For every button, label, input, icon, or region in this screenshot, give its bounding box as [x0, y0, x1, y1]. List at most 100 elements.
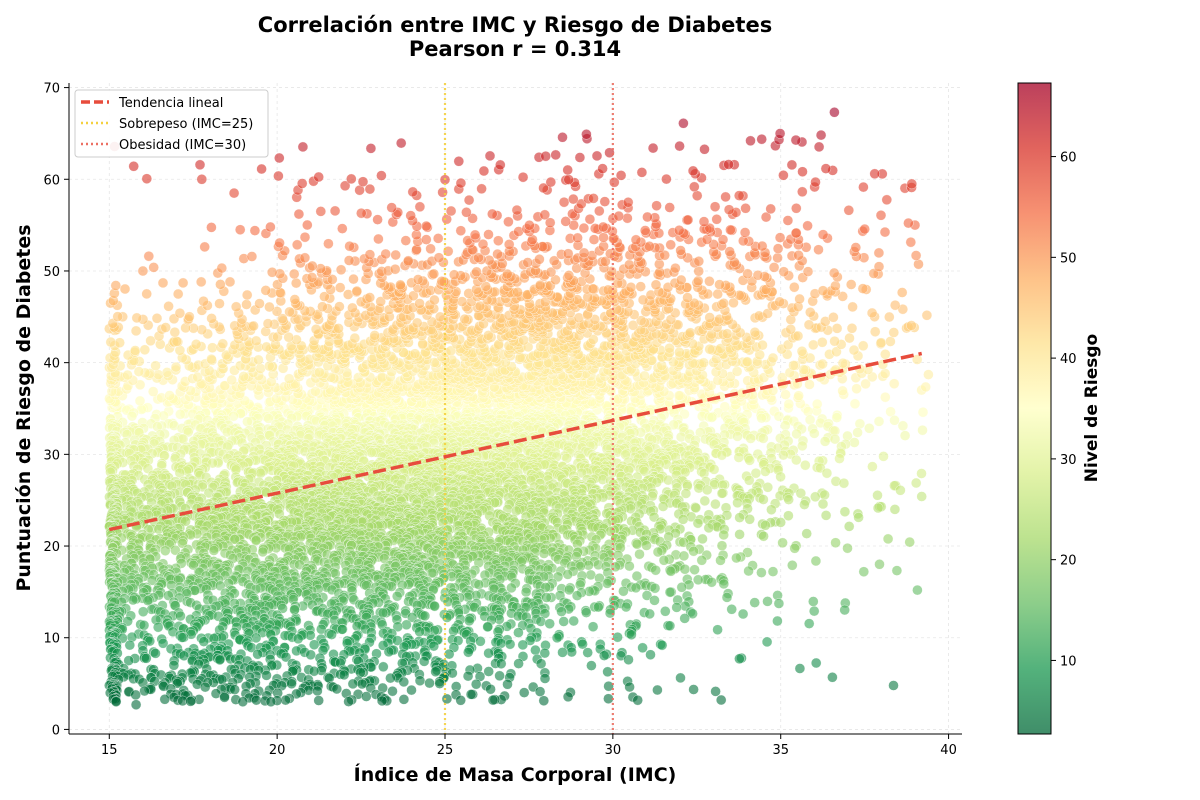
scatter-point — [849, 398, 861, 410]
scatter-point — [897, 420, 909, 432]
scatter-point — [639, 370, 650, 382]
scatter-point — [895, 485, 906, 496]
scatter-point — [857, 340, 869, 352]
scatter-point — [742, 356, 753, 368]
scatter-point — [875, 337, 887, 348]
scatter-point — [767, 352, 779, 364]
scatter-point — [899, 430, 911, 441]
scatter-point — [130, 325, 142, 337]
scatter-point — [846, 323, 858, 334]
scatter-point — [804, 379, 815, 390]
scatter-point — [804, 414, 816, 426]
scatter-point — [250, 335, 262, 347]
scatter-point — [169, 326, 181, 338]
scatter-point — [248, 320, 259, 332]
scatter-point — [112, 311, 123, 322]
scatter-point — [253, 354, 264, 366]
scatter-point — [844, 332, 855, 344]
scatter-point — [184, 311, 195, 322]
scatter-point — [226, 374, 237, 386]
chart-title: Correlación entre IMC y Riesgo de Diabet… — [258, 13, 772, 37]
scatter-point — [349, 332, 361, 344]
scatter-point — [888, 378, 900, 389]
scatter-point — [780, 420, 791, 431]
scatter-point — [706, 412, 718, 423]
scatter-point — [760, 466, 771, 477]
scatter-point — [917, 406, 929, 418]
scatter-point — [175, 409, 186, 420]
scatter-point — [744, 455, 755, 466]
scatter-point — [923, 369, 934, 380]
scatter-point — [238, 371, 249, 382]
scatter-point — [217, 338, 229, 350]
scatter-point — [147, 386, 159, 397]
scatter-point — [758, 433, 769, 444]
scatter-point — [872, 490, 883, 501]
scatter-point — [849, 437, 860, 448]
scatter-point — [878, 451, 889, 462]
scatter-point — [888, 327, 900, 338]
scatter-point — [459, 313, 470, 325]
scatter-point — [785, 324, 796, 335]
scatter-point — [819, 489, 830, 501]
scatter-point — [242, 416, 253, 427]
scatter-point — [837, 357, 849, 369]
scatter-point — [762, 482, 774, 493]
scatter-point — [808, 339, 819, 351]
scatter-point — [828, 312, 839, 323]
scatter-point — [131, 312, 143, 324]
scatter-point — [848, 344, 860, 356]
scatter-point — [920, 381, 931, 393]
scatter-point — [885, 336, 896, 347]
scatter-point — [732, 497, 743, 509]
scatter-point — [170, 361, 182, 373]
scatter-point — [710, 498, 721, 510]
scatter-point — [866, 307, 878, 319]
scatter-point — [756, 412, 767, 424]
scatter-point — [837, 385, 848, 397]
scatter-point — [791, 454, 802, 466]
scatter-point — [283, 373, 295, 384]
scatter-point — [699, 495, 711, 507]
scatter-point — [310, 324, 322, 335]
scatter-point — [262, 318, 274, 329]
scatter-point — [778, 449, 789, 461]
scatter-point — [834, 453, 845, 464]
scatter-point — [780, 389, 791, 400]
scatter-point — [174, 307, 186, 319]
scatter-point — [831, 323, 843, 334]
scatter-point — [796, 346, 808, 357]
scatter-point — [852, 427, 863, 438]
scatter-point — [704, 312, 715, 323]
scatter-point — [879, 368, 891, 379]
scatter-point — [775, 471, 786, 483]
scatter-point — [869, 326, 881, 337]
scatter-point — [906, 320, 917, 331]
scatter-point — [122, 369, 133, 381]
scatter-point — [916, 491, 927, 502]
scatter-point — [409, 348, 421, 359]
scatter-point — [884, 311, 895, 323]
scatter-point — [733, 452, 745, 463]
scatter-point — [206, 313, 217, 324]
scatter-point — [673, 390, 685, 401]
scatter-point — [910, 477, 922, 489]
scatter-point — [800, 459, 811, 471]
scatter-point — [264, 360, 275, 372]
scatter-point — [731, 366, 743, 377]
scatter-point — [758, 494, 769, 505]
scatter-point — [880, 391, 891, 403]
scatter-point — [851, 383, 862, 394]
scatter-point — [721, 328, 733, 339]
scatter-point — [139, 344, 151, 356]
scatter-point — [757, 339, 768, 351]
scatter-point — [190, 339, 202, 350]
scatter-point — [150, 360, 161, 371]
scatter-point — [716, 488, 728, 499]
scatter-point — [819, 436, 831, 447]
scatter-point — [917, 424, 928, 436]
scatter-point — [829, 335, 840, 347]
scatter-point — [129, 345, 141, 356]
